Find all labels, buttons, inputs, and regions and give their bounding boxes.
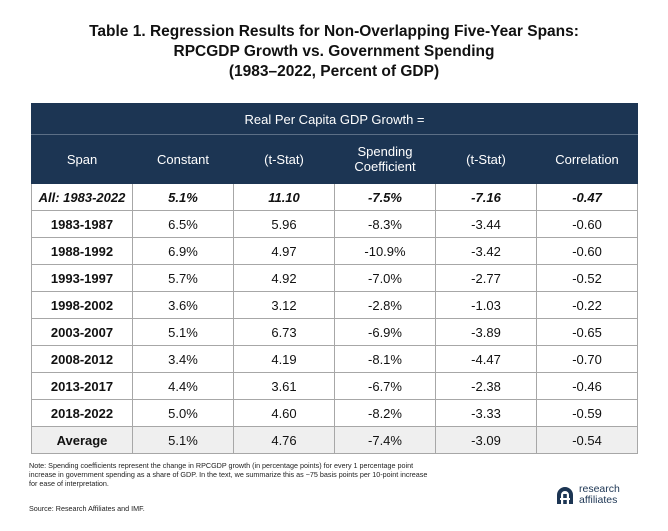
column-header-constant: Constant [132, 134, 234, 184]
cell-spending-coefficient: -8.2% [334, 399, 436, 427]
cell-coefficient-tstat: -7.16 [435, 183, 537, 211]
cell-span: All: 1983-2022 [31, 183, 133, 211]
table-header-row: Span Constant (t-Stat) Spending Coeffici… [31, 134, 639, 184]
column-header-spending-coefficient: Spending Coefficient [334, 134, 436, 184]
cell-constant: 5.1% [132, 318, 234, 346]
cell-span: 2018-2022 [31, 399, 133, 427]
cell-constant: 5.1% [132, 426, 234, 454]
cell-coefficient-tstat: -3.42 [435, 237, 537, 265]
cell-spending-coefficient: -7.5% [334, 183, 436, 211]
logo-wordmark: research affiliates [579, 484, 620, 506]
cell-constant-tstat: 4.76 [233, 426, 335, 454]
table-row: All: 1983-2022 5.1% 11.10 -7.5% -7.16 -0.47 [31, 183, 639, 211]
cell-constant-tstat: 6.73 [233, 318, 335, 346]
research-affiliates-logo: research affiliates [555, 484, 645, 510]
note-line-2: increase in government spending as a sha… [29, 470, 428, 479]
cell-spending-coefficient: -10.9% [334, 237, 436, 265]
cell-correlation: -0.60 [535, 237, 639, 265]
table-row: 2018-2022 5.0% 4.60 -8.2% -3.33 -0.59 [31, 399, 639, 427]
header-spending-line-2: Coefficient [354, 159, 416, 174]
research-affiliates-logo-mark-icon [557, 487, 573, 504]
title-line-2: RPCGDP Growth vs. Government Spending [173, 43, 495, 60]
cell-constant: 6.9% [132, 237, 234, 265]
cell-coefficient-tstat: -3.89 [435, 318, 537, 346]
table-row: 1983-1987 6.5% 5.96 -8.3% -3.44 -0.60 [31, 210, 639, 238]
title-line-1: Table 1. Regression Results for Non-Over… [89, 23, 579, 40]
cell-span: 1983-1987 [31, 210, 133, 238]
cell-constant: 3.6% [132, 291, 234, 319]
cell-spending-coefficient: -8.3% [334, 210, 436, 238]
logo-line-2: affiliates [579, 494, 618, 506]
cell-span: 2013-2017 [31, 372, 133, 400]
note-line-3: for ease of interpretation. [29, 479, 109, 488]
cell-span: 1988-1992 [31, 237, 133, 265]
cell-coefficient-tstat: -4.47 [435, 345, 537, 373]
cell-coefficient-tstat: -3.33 [435, 399, 537, 427]
cell-constant: 4.4% [132, 372, 234, 400]
cell-spending-coefficient: -7.0% [334, 264, 436, 292]
cell-span: 1993-1997 [31, 264, 133, 292]
cell-spending-coefficient: -7.4% [334, 426, 436, 454]
cell-correlation: -0.47 [535, 183, 639, 211]
cell-coefficient-tstat: -2.77 [435, 264, 537, 292]
table-row: 1993-1997 5.7% 4.92 -7.0% -2.77 -0.52 [31, 264, 639, 292]
cell-spending-coefficient: -6.9% [334, 318, 436, 346]
cell-constant: 5.1% [132, 183, 234, 211]
table-row: 2008-2012 3.4% 4.19 -8.1% -4.47 -0.70 [31, 345, 639, 373]
cell-spending-coefficient: -2.8% [334, 291, 436, 319]
cell-correlation: -0.60 [535, 210, 639, 238]
cell-span: 2008-2012 [31, 345, 133, 373]
column-header-coefficient-tstat: (t-Stat) [435, 134, 537, 184]
table-note: Note: Spending coefficients represent th… [29, 461, 499, 488]
cell-span: 1998-2002 [31, 291, 133, 319]
cell-correlation: -0.59 [535, 399, 639, 427]
cell-spending-coefficient: -8.1% [334, 345, 436, 373]
cell-constant-tstat: 4.60 [233, 399, 335, 427]
cell-coefficient-tstat: -3.09 [435, 426, 537, 454]
cell-constant-tstat: 4.19 [233, 345, 335, 373]
cell-constant-tstat: 11.10 [233, 183, 335, 211]
cell-constant-tstat: 3.12 [233, 291, 335, 319]
column-header-span: Span [31, 134, 133, 184]
table-banner-row: Real Per Capita GDP Growth = [30, 103, 639, 135]
cell-coefficient-tstat: -2.38 [435, 372, 537, 400]
table-row: 2003-2007 5.1% 6.73 -6.9% -3.89 -0.65 [31, 318, 639, 346]
cell-coefficient-tstat: -3.44 [435, 210, 537, 238]
cell-correlation: -0.46 [535, 372, 639, 400]
cell-correlation: -0.52 [535, 264, 639, 292]
table-banner: Real Per Capita GDP Growth = [30, 103, 639, 135]
column-header-correlation: Correlation [535, 134, 639, 184]
cell-constant: 3.4% [132, 345, 234, 373]
title-line-3: (1983–2022, Percent of GDP) [228, 63, 440, 80]
cell-correlation: -0.54 [535, 426, 639, 454]
cell-constant-tstat: 4.97 [233, 237, 335, 265]
regression-table: Real Per Capita GDP Growth = Span Consta… [30, 103, 639, 454]
table-row: 1988-1992 6.9% 4.97 -10.9% -3.42 -0.60 [31, 237, 639, 265]
logo-line-1: research [579, 483, 620, 495]
cell-constant: 5.0% [132, 399, 234, 427]
note-line-1: Note: Spending coefficients represent th… [29, 461, 414, 470]
table-row: Average 5.1% 4.76 -7.4% -3.09 -0.54 [31, 426, 639, 454]
cell-constant-tstat: 5.96 [233, 210, 335, 238]
cell-correlation: -0.70 [535, 345, 639, 373]
cell-spending-coefficient: -6.7% [334, 372, 436, 400]
cell-correlation: -0.22 [535, 291, 639, 319]
cell-constant: 5.7% [132, 264, 234, 292]
cell-correlation: -0.65 [535, 318, 639, 346]
table-row: 2013-2017 4.4% 3.61 -6.7% -2.38 -0.46 [31, 372, 639, 400]
cell-constant-tstat: 4.92 [233, 264, 335, 292]
table-row: 1998-2002 3.6% 3.12 -2.8% -1.03 -0.22 [31, 291, 639, 319]
header-spending-line-1: Spending [357, 144, 413, 159]
cell-span: 2003-2007 [31, 318, 133, 346]
cell-constant-tstat: 3.61 [233, 372, 335, 400]
cell-span: Average [31, 426, 133, 454]
cell-coefficient-tstat: -1.03 [435, 291, 537, 319]
table-title: Table 1. Regression Results for Non-Over… [0, 22, 668, 82]
cell-constant: 6.5% [132, 210, 234, 238]
column-header-constant-tstat: (t-Stat) [233, 134, 335, 184]
source-line: Source: Research Affiliates and IMF. [29, 504, 145, 513]
